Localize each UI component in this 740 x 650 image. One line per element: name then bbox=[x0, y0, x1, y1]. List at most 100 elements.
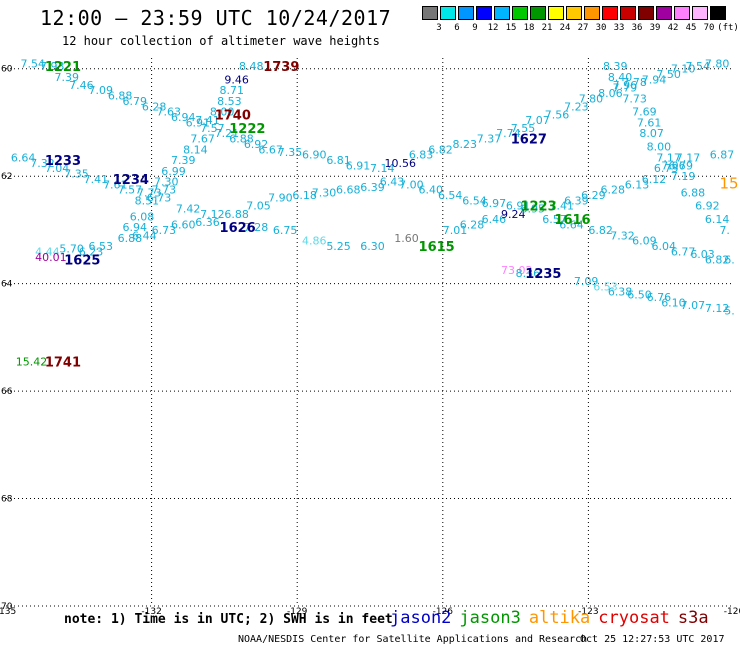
pass-time-label: 1616 bbox=[554, 213, 590, 228]
swh-value-label: 6.36 bbox=[195, 216, 220, 229]
swh-value-label: 6.10 bbox=[661, 296, 686, 309]
swh-value-label: 8.36 bbox=[516, 267, 541, 280]
swh-value-label: 6.88 bbox=[108, 90, 133, 103]
pass-time-label: 1741 bbox=[45, 356, 81, 371]
legend-swatch bbox=[458, 6, 474, 20]
swh-value-label: 5.70 bbox=[59, 243, 84, 256]
swh-value-label: 73.02 bbox=[501, 264, 533, 277]
swh-value-label: 6.57 bbox=[542, 213, 567, 226]
swh-value-label: 8.06 bbox=[598, 87, 623, 100]
swh-value-label: 5. bbox=[724, 305, 735, 318]
swh-value-label: 6.73 bbox=[654, 162, 679, 175]
swh-value-label: 6.87 bbox=[710, 149, 735, 162]
swh-value-label: 6.09 bbox=[632, 235, 657, 248]
legend-tick-label: 18 bbox=[523, 23, 535, 33]
satellite-label: s3a bbox=[677, 608, 709, 628]
swh-value-label: 6.28 bbox=[142, 100, 167, 113]
legend-tick-label: 33 bbox=[613, 23, 625, 33]
swh-value-label: 6.54 bbox=[438, 189, 463, 202]
swh-value-label: 6.28 bbox=[601, 184, 626, 197]
swh-value-label: 6.38 bbox=[608, 286, 633, 299]
pass-time-label: 1234 bbox=[113, 173, 149, 188]
swh-value-label: 6.94 bbox=[171, 111, 196, 124]
swh-value-label: 6.53 bbox=[89, 240, 114, 253]
swh-value-label: 7.06 bbox=[661, 159, 686, 172]
swh-value-label: 6.73 bbox=[147, 192, 172, 205]
legend-swatch bbox=[422, 6, 438, 20]
legend-swatch bbox=[710, 6, 726, 20]
swh-value-label: 7.17 bbox=[676, 151, 701, 164]
legend-tick-label: 36 bbox=[631, 23, 643, 33]
swh-value-label: 7.42 bbox=[176, 202, 201, 215]
swh-value-label: 6.90 bbox=[302, 149, 327, 162]
satellite-label: jason3 bbox=[459, 608, 521, 628]
swh-value-label: 6.44 bbox=[132, 229, 157, 242]
satellite-legend: jason2 jason3 altika cryosat s3a bbox=[390, 608, 717, 628]
swh-value-label: 7.30 bbox=[312, 186, 337, 199]
swh-value-label: 8.40 bbox=[608, 71, 633, 84]
legend-swatch bbox=[602, 6, 618, 20]
swh-value-label: 10.56 bbox=[385, 157, 417, 170]
swh-value-label: 7.23 bbox=[564, 100, 589, 113]
swh-value-label: 6.53 bbox=[593, 280, 618, 293]
swh-value-label: 7.94 bbox=[642, 73, 667, 86]
swh-value-label: 6.88 bbox=[229, 133, 254, 146]
lon-tick-label: -126 bbox=[433, 607, 454, 617]
swh-value-label: 7.35 bbox=[64, 168, 89, 181]
legend-swatch bbox=[476, 6, 492, 20]
swh-value-label: 7.00 bbox=[399, 178, 424, 191]
swh-value-label: 7.35 bbox=[278, 146, 303, 159]
swh-value-label: 6.88 bbox=[118, 232, 143, 245]
swh-value-label: 7.57 bbox=[200, 122, 225, 135]
swh-value-label: 15 bbox=[719, 174, 738, 192]
legend-tick-label: 12 bbox=[487, 23, 499, 33]
swh-value-label: 6.88 bbox=[224, 208, 249, 221]
swh-value-label: 6.08 bbox=[130, 210, 155, 223]
lat-tick-label: 70 bbox=[1, 602, 13, 612]
legend-swatch bbox=[440, 6, 456, 20]
swh-value-label: 6.82 bbox=[705, 253, 730, 266]
swh-value-label: 7.41 bbox=[550, 200, 575, 213]
lon-tick-label: -135 bbox=[0, 607, 16, 617]
lon-tick-label: -132 bbox=[141, 607, 161, 617]
swh-value-label: 7.30 bbox=[154, 176, 179, 189]
swh-value-label: 7.69 bbox=[632, 106, 657, 119]
swh-value-label: 7.17 bbox=[656, 151, 681, 164]
swh-value-label: 7.39 bbox=[171, 154, 196, 167]
swh-value-label: 6.92 bbox=[244, 138, 269, 151]
swh-value-label: 7.12 bbox=[705, 302, 730, 315]
swh-value-label: 7.80 bbox=[705, 57, 730, 70]
map-subtitle: 12 hour collection of altimeter wave hei… bbox=[62, 34, 380, 48]
swh-value-label: 8.51 bbox=[135, 194, 160, 207]
swh-value-label: 4.86 bbox=[302, 235, 327, 248]
legend-tick-label: 21 bbox=[541, 23, 553, 33]
swh-value-label: 6.50 bbox=[627, 288, 652, 301]
legend-swatch bbox=[674, 6, 690, 20]
pass-time-label: 1740 bbox=[215, 108, 251, 123]
swh-value-label: 8.23 bbox=[453, 138, 478, 151]
swh-value-label: 6.82 bbox=[588, 224, 613, 237]
swh-value-label: 8.14 bbox=[183, 143, 208, 156]
legend-tick-label: 27 bbox=[577, 23, 589, 33]
swh-value-label: 6.77 bbox=[671, 245, 696, 258]
swh-value-label: 6.79 bbox=[122, 95, 147, 108]
swh-value-label: 8.00 bbox=[210, 106, 235, 119]
swh-value-label: 6.94 bbox=[122, 221, 147, 234]
swh-value-label: 6.99 bbox=[161, 165, 186, 178]
satellite-label: jason2 bbox=[390, 608, 452, 628]
swh-value-label: 7.05 bbox=[246, 200, 270, 213]
swh-value-label: 7.93 bbox=[40, 60, 64, 73]
swh-value-label: 7.80 bbox=[579, 92, 604, 105]
swh-value-label: 7.09 bbox=[89, 84, 114, 97]
swh-value-label: 7.79 bbox=[613, 82, 638, 95]
swh-value-label: 8.48 bbox=[239, 60, 264, 73]
lat-tick-label: 66 bbox=[1, 387, 13, 397]
legend-tick-label: 70 bbox=[703, 23, 715, 33]
pass-time-label: 1222 bbox=[229, 122, 265, 137]
swh-value-label: 6.97 bbox=[482, 197, 507, 210]
lat-tick-label: 68 bbox=[1, 495, 13, 505]
swh-value-label: 6.18 bbox=[292, 189, 317, 202]
swh-value-label: 6.23 bbox=[79, 245, 104, 258]
swh-value-label: 6.68 bbox=[336, 184, 361, 197]
